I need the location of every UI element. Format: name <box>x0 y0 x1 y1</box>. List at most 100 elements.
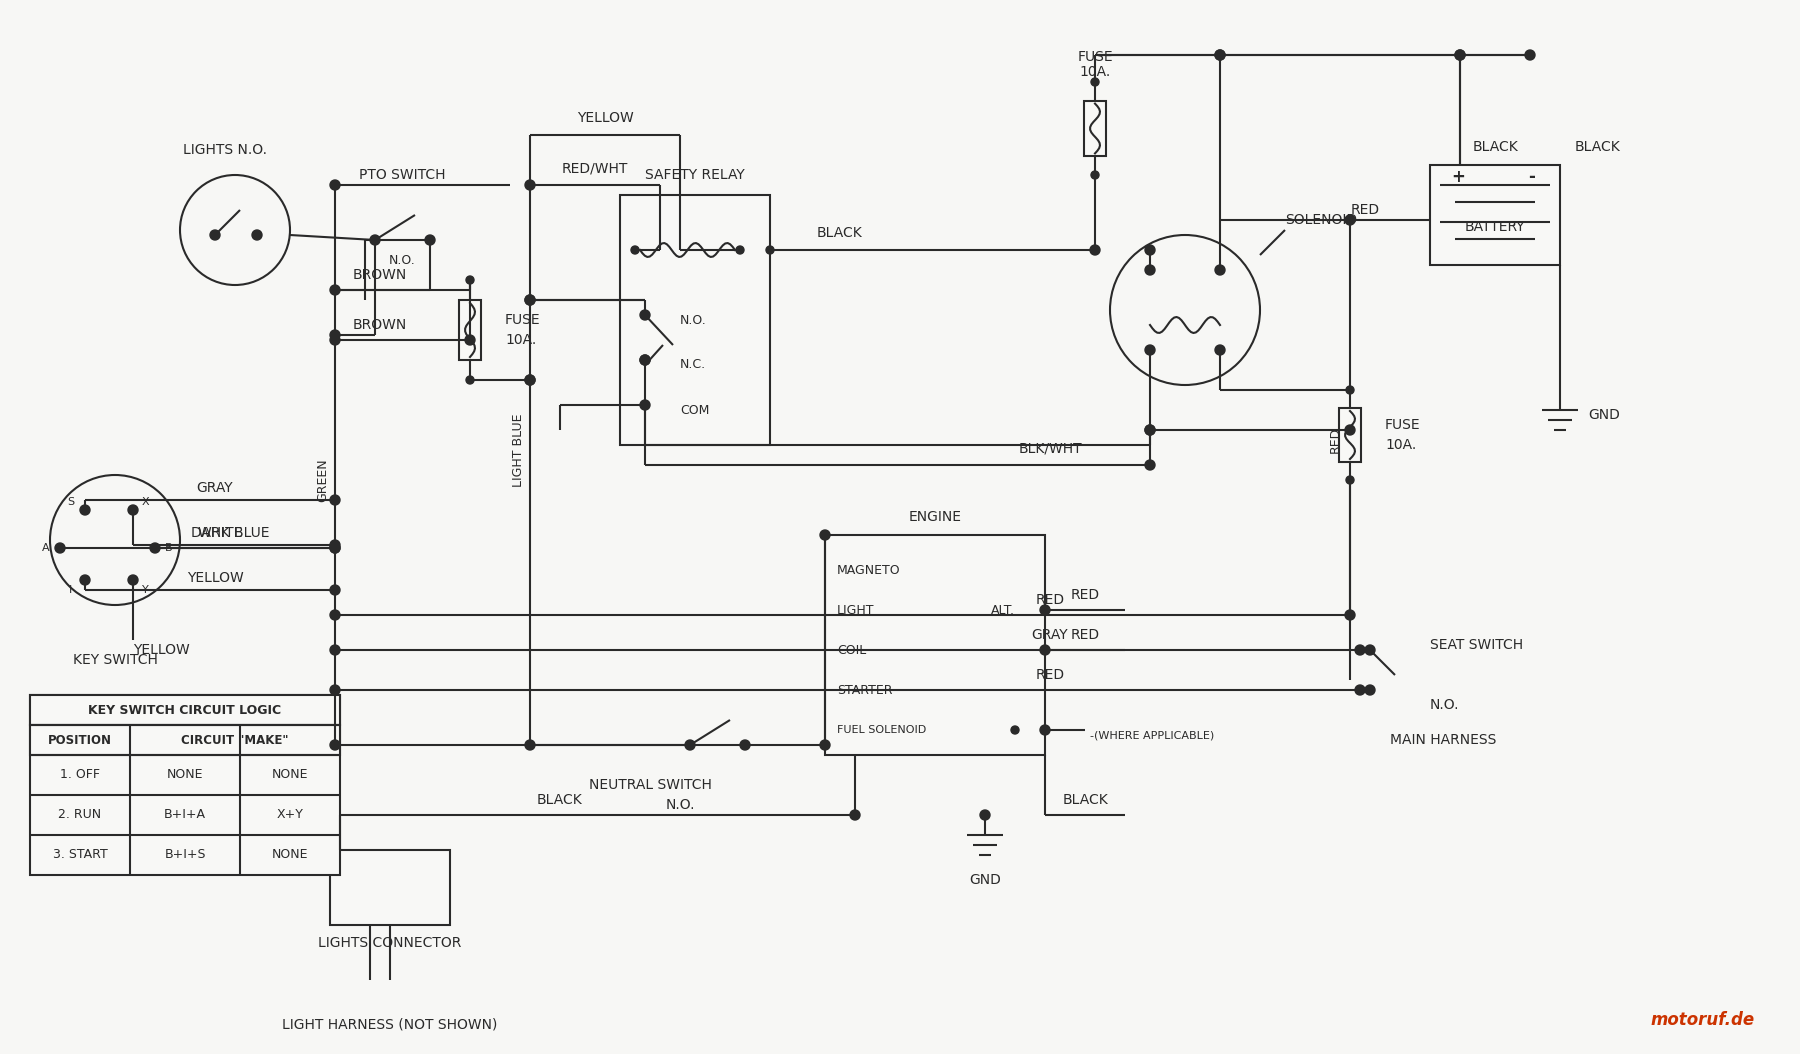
Text: RED: RED <box>1350 203 1379 217</box>
Circle shape <box>1040 645 1049 655</box>
Circle shape <box>329 543 340 553</box>
Circle shape <box>1215 345 1226 355</box>
Text: COIL: COIL <box>837 644 866 657</box>
Text: B: B <box>166 543 173 553</box>
Text: COM: COM <box>680 404 709 416</box>
Circle shape <box>329 585 340 596</box>
Text: YELLOW: YELLOW <box>187 571 243 585</box>
Circle shape <box>526 295 535 305</box>
Circle shape <box>1215 50 1226 60</box>
Text: PTO SWITCH: PTO SWITCH <box>358 168 445 182</box>
Text: YELLOW: YELLOW <box>576 111 634 125</box>
Circle shape <box>329 685 340 695</box>
Text: BLACK: BLACK <box>536 793 583 807</box>
Text: POSITION: POSITION <box>49 734 112 746</box>
Text: FUEL SOLENOID: FUEL SOLENOID <box>837 725 927 735</box>
Text: NONE: NONE <box>272 848 308 861</box>
Circle shape <box>329 740 340 750</box>
Circle shape <box>79 505 90 515</box>
Text: X: X <box>140 497 149 507</box>
Text: BLK/WHT: BLK/WHT <box>1019 441 1082 455</box>
Text: LIGHTS CONNECTOR: LIGHTS CONNECTOR <box>319 936 461 950</box>
Circle shape <box>740 740 751 750</box>
Bar <box>31 695 340 875</box>
Circle shape <box>79 575 90 585</box>
Circle shape <box>252 230 263 240</box>
Text: RED: RED <box>1035 668 1064 682</box>
Text: GRAY: GRAY <box>1031 628 1069 642</box>
Text: 10A.: 10A. <box>506 333 536 347</box>
Circle shape <box>128 575 139 585</box>
Text: LIGHT HARNESS (NOT SHOWN): LIGHT HARNESS (NOT SHOWN) <box>283 1018 497 1032</box>
Text: GND: GND <box>1588 408 1620 422</box>
Bar <box>824 535 1046 755</box>
Circle shape <box>850 811 860 820</box>
Text: B+I+S: B+I+S <box>164 848 205 861</box>
Text: WHITE: WHITE <box>198 526 243 540</box>
Text: 10A.: 10A. <box>1384 438 1417 452</box>
Circle shape <box>466 276 473 284</box>
Bar <box>619 195 770 445</box>
Circle shape <box>1346 386 1354 394</box>
Circle shape <box>632 246 639 254</box>
Circle shape <box>641 355 650 365</box>
Circle shape <box>1346 476 1354 484</box>
Circle shape <box>526 295 535 305</box>
Circle shape <box>1364 645 1375 655</box>
Circle shape <box>767 246 774 254</box>
Text: 1. OFF: 1. OFF <box>59 768 101 781</box>
Text: BLACK: BLACK <box>817 226 862 240</box>
Text: SEAT SWITCH: SEAT SWITCH <box>1429 638 1523 652</box>
Circle shape <box>1145 425 1156 435</box>
Circle shape <box>149 543 160 553</box>
Text: +: + <box>1451 168 1465 186</box>
Circle shape <box>979 811 990 820</box>
Circle shape <box>1215 265 1226 275</box>
Text: BATTERY: BATTERY <box>1465 220 1525 234</box>
Circle shape <box>1040 605 1049 614</box>
Circle shape <box>821 530 830 540</box>
Text: N.C.: N.C. <box>680 358 706 371</box>
Text: -: - <box>1528 168 1535 186</box>
Text: FUSE: FUSE <box>506 313 540 327</box>
Bar <box>31 725 340 755</box>
Text: SOLENOID: SOLENOID <box>1285 213 1357 227</box>
Text: 3. START: 3. START <box>52 848 108 861</box>
Text: FUSE: FUSE <box>1384 418 1420 432</box>
Circle shape <box>425 235 436 245</box>
Circle shape <box>1525 50 1535 60</box>
Circle shape <box>1145 245 1156 255</box>
Bar <box>1084 100 1105 156</box>
Bar <box>329 850 450 925</box>
Text: MAIN HARNESS: MAIN HARNESS <box>1390 733 1496 747</box>
Circle shape <box>329 285 340 295</box>
Text: I: I <box>70 585 72 596</box>
Circle shape <box>641 355 650 365</box>
Circle shape <box>329 540 340 550</box>
Text: B+I+A: B+I+A <box>164 808 205 821</box>
Circle shape <box>686 740 695 750</box>
Text: NONE: NONE <box>272 768 308 781</box>
Text: GREEN: GREEN <box>317 458 329 502</box>
Text: STARTER: STARTER <box>837 683 893 697</box>
Circle shape <box>1091 245 1100 255</box>
Text: 10A.: 10A. <box>1080 65 1111 79</box>
Text: BROWN: BROWN <box>353 318 407 332</box>
Text: ENGINE: ENGINE <box>909 510 961 524</box>
Text: RED: RED <box>1071 588 1100 602</box>
Circle shape <box>1355 645 1364 655</box>
Text: 2. RUN: 2. RUN <box>58 808 101 821</box>
Text: RED: RED <box>1035 593 1064 607</box>
Circle shape <box>526 740 535 750</box>
Text: N.O.: N.O. <box>680 313 707 327</box>
Circle shape <box>641 310 650 320</box>
Circle shape <box>464 335 475 345</box>
Text: motoruf.de: motoruf.de <box>1651 1011 1755 1029</box>
Text: NEUTRAL SWITCH: NEUTRAL SWITCH <box>589 778 711 792</box>
Bar <box>459 300 481 360</box>
Text: A: A <box>41 543 50 553</box>
Circle shape <box>329 335 340 345</box>
Circle shape <box>1345 425 1355 435</box>
Circle shape <box>1145 425 1156 435</box>
Text: GRAY: GRAY <box>196 481 234 495</box>
